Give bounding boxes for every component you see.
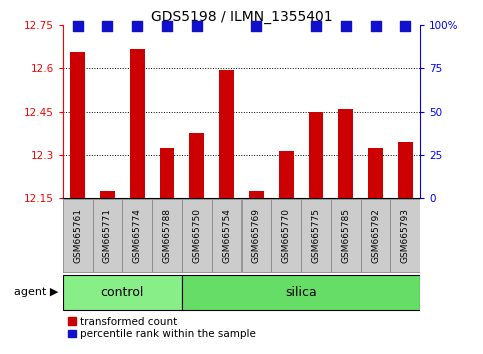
Bar xyxy=(100,191,115,198)
Bar xyxy=(361,199,390,272)
Point xyxy=(401,23,409,28)
Text: GSM665788: GSM665788 xyxy=(163,208,171,263)
Point xyxy=(133,23,141,28)
Bar xyxy=(249,191,264,198)
Point xyxy=(342,23,350,28)
Bar xyxy=(122,199,152,272)
Title: GDS5198 / ILMN_1355401: GDS5198 / ILMN_1355401 xyxy=(151,10,332,24)
Text: GSM665785: GSM665785 xyxy=(341,208,350,263)
Point xyxy=(104,23,112,28)
Text: GSM665761: GSM665761 xyxy=(73,208,82,263)
Bar xyxy=(182,275,420,309)
Bar xyxy=(212,199,242,272)
Bar xyxy=(93,199,122,272)
Point xyxy=(253,23,260,28)
Text: GSM665771: GSM665771 xyxy=(103,208,112,263)
Point xyxy=(163,23,171,28)
Bar xyxy=(398,142,413,198)
Text: GSM665754: GSM665754 xyxy=(222,208,231,263)
Text: GSM665792: GSM665792 xyxy=(371,208,380,263)
Bar xyxy=(301,199,331,272)
Point xyxy=(193,23,201,28)
Text: GSM665770: GSM665770 xyxy=(282,208,291,263)
Point xyxy=(312,23,320,28)
Bar xyxy=(368,148,383,198)
Text: GSM665769: GSM665769 xyxy=(252,208,261,263)
Bar xyxy=(63,275,182,309)
Text: control: control xyxy=(100,286,144,298)
Bar xyxy=(279,150,294,198)
Bar xyxy=(182,199,212,272)
Bar xyxy=(331,199,361,272)
Text: GSM665775: GSM665775 xyxy=(312,208,320,263)
Text: silica: silica xyxy=(285,286,317,298)
Bar xyxy=(63,199,93,272)
Text: agent ▶: agent ▶ xyxy=(14,287,58,297)
Point xyxy=(372,23,380,28)
Bar xyxy=(70,52,85,198)
Bar xyxy=(219,70,234,198)
Bar xyxy=(242,199,271,272)
Bar xyxy=(390,199,420,272)
Bar xyxy=(152,199,182,272)
Bar xyxy=(271,199,301,272)
Bar xyxy=(309,112,324,198)
Bar xyxy=(130,49,145,198)
Bar xyxy=(189,133,204,198)
Point xyxy=(74,23,82,28)
Bar xyxy=(159,148,174,198)
Text: GSM665774: GSM665774 xyxy=(133,208,142,263)
Bar xyxy=(338,109,353,198)
Text: GSM665793: GSM665793 xyxy=(401,208,410,263)
Text: GSM665750: GSM665750 xyxy=(192,208,201,263)
Legend: transformed count, percentile rank within the sample: transformed count, percentile rank withi… xyxy=(68,317,256,339)
